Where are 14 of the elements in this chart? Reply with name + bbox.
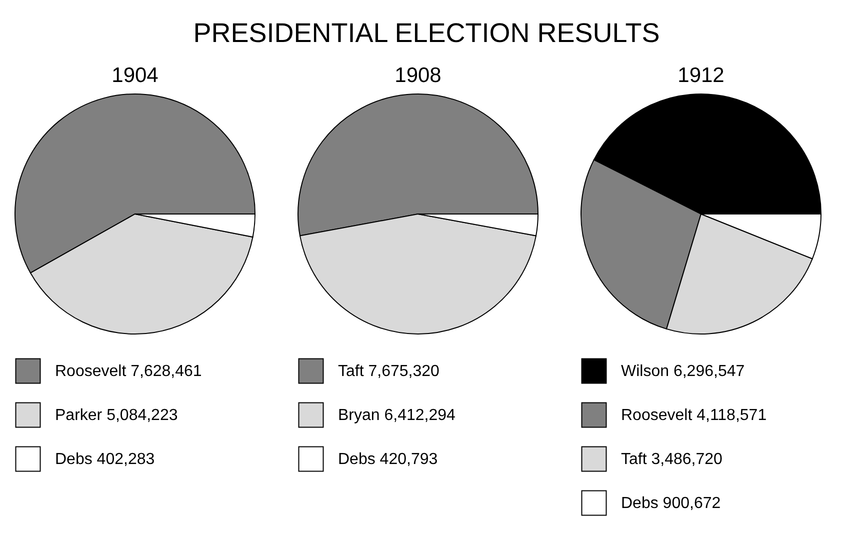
legend-label: Debs 402,283 xyxy=(55,451,155,468)
legend-label: Debs 900,672 xyxy=(621,495,721,512)
legend-label: Bryan 6,412,294 xyxy=(338,407,456,424)
legend-label: Taft 7,675,320 xyxy=(338,363,440,380)
legend-label: Roosevelt 4,118,571 xyxy=(621,407,767,424)
legend-label: Roosevelt 7,628,461 xyxy=(55,363,202,380)
text: PRESIDENTIAL ELECTION RESULTS xyxy=(192,17,661,50)
legend-label: Taft 3,486,720 xyxy=(621,451,723,468)
legend-label: Wilson 6,296,547 xyxy=(621,363,745,380)
legend-label: Debs 420,793 xyxy=(338,451,438,468)
chart-title: 1904 xyxy=(112,64,159,87)
legend-label: Parker 5,084,223 xyxy=(55,407,178,424)
chart-title: 1908 xyxy=(394,64,442,87)
chart-title: 1912 xyxy=(678,64,724,87)
